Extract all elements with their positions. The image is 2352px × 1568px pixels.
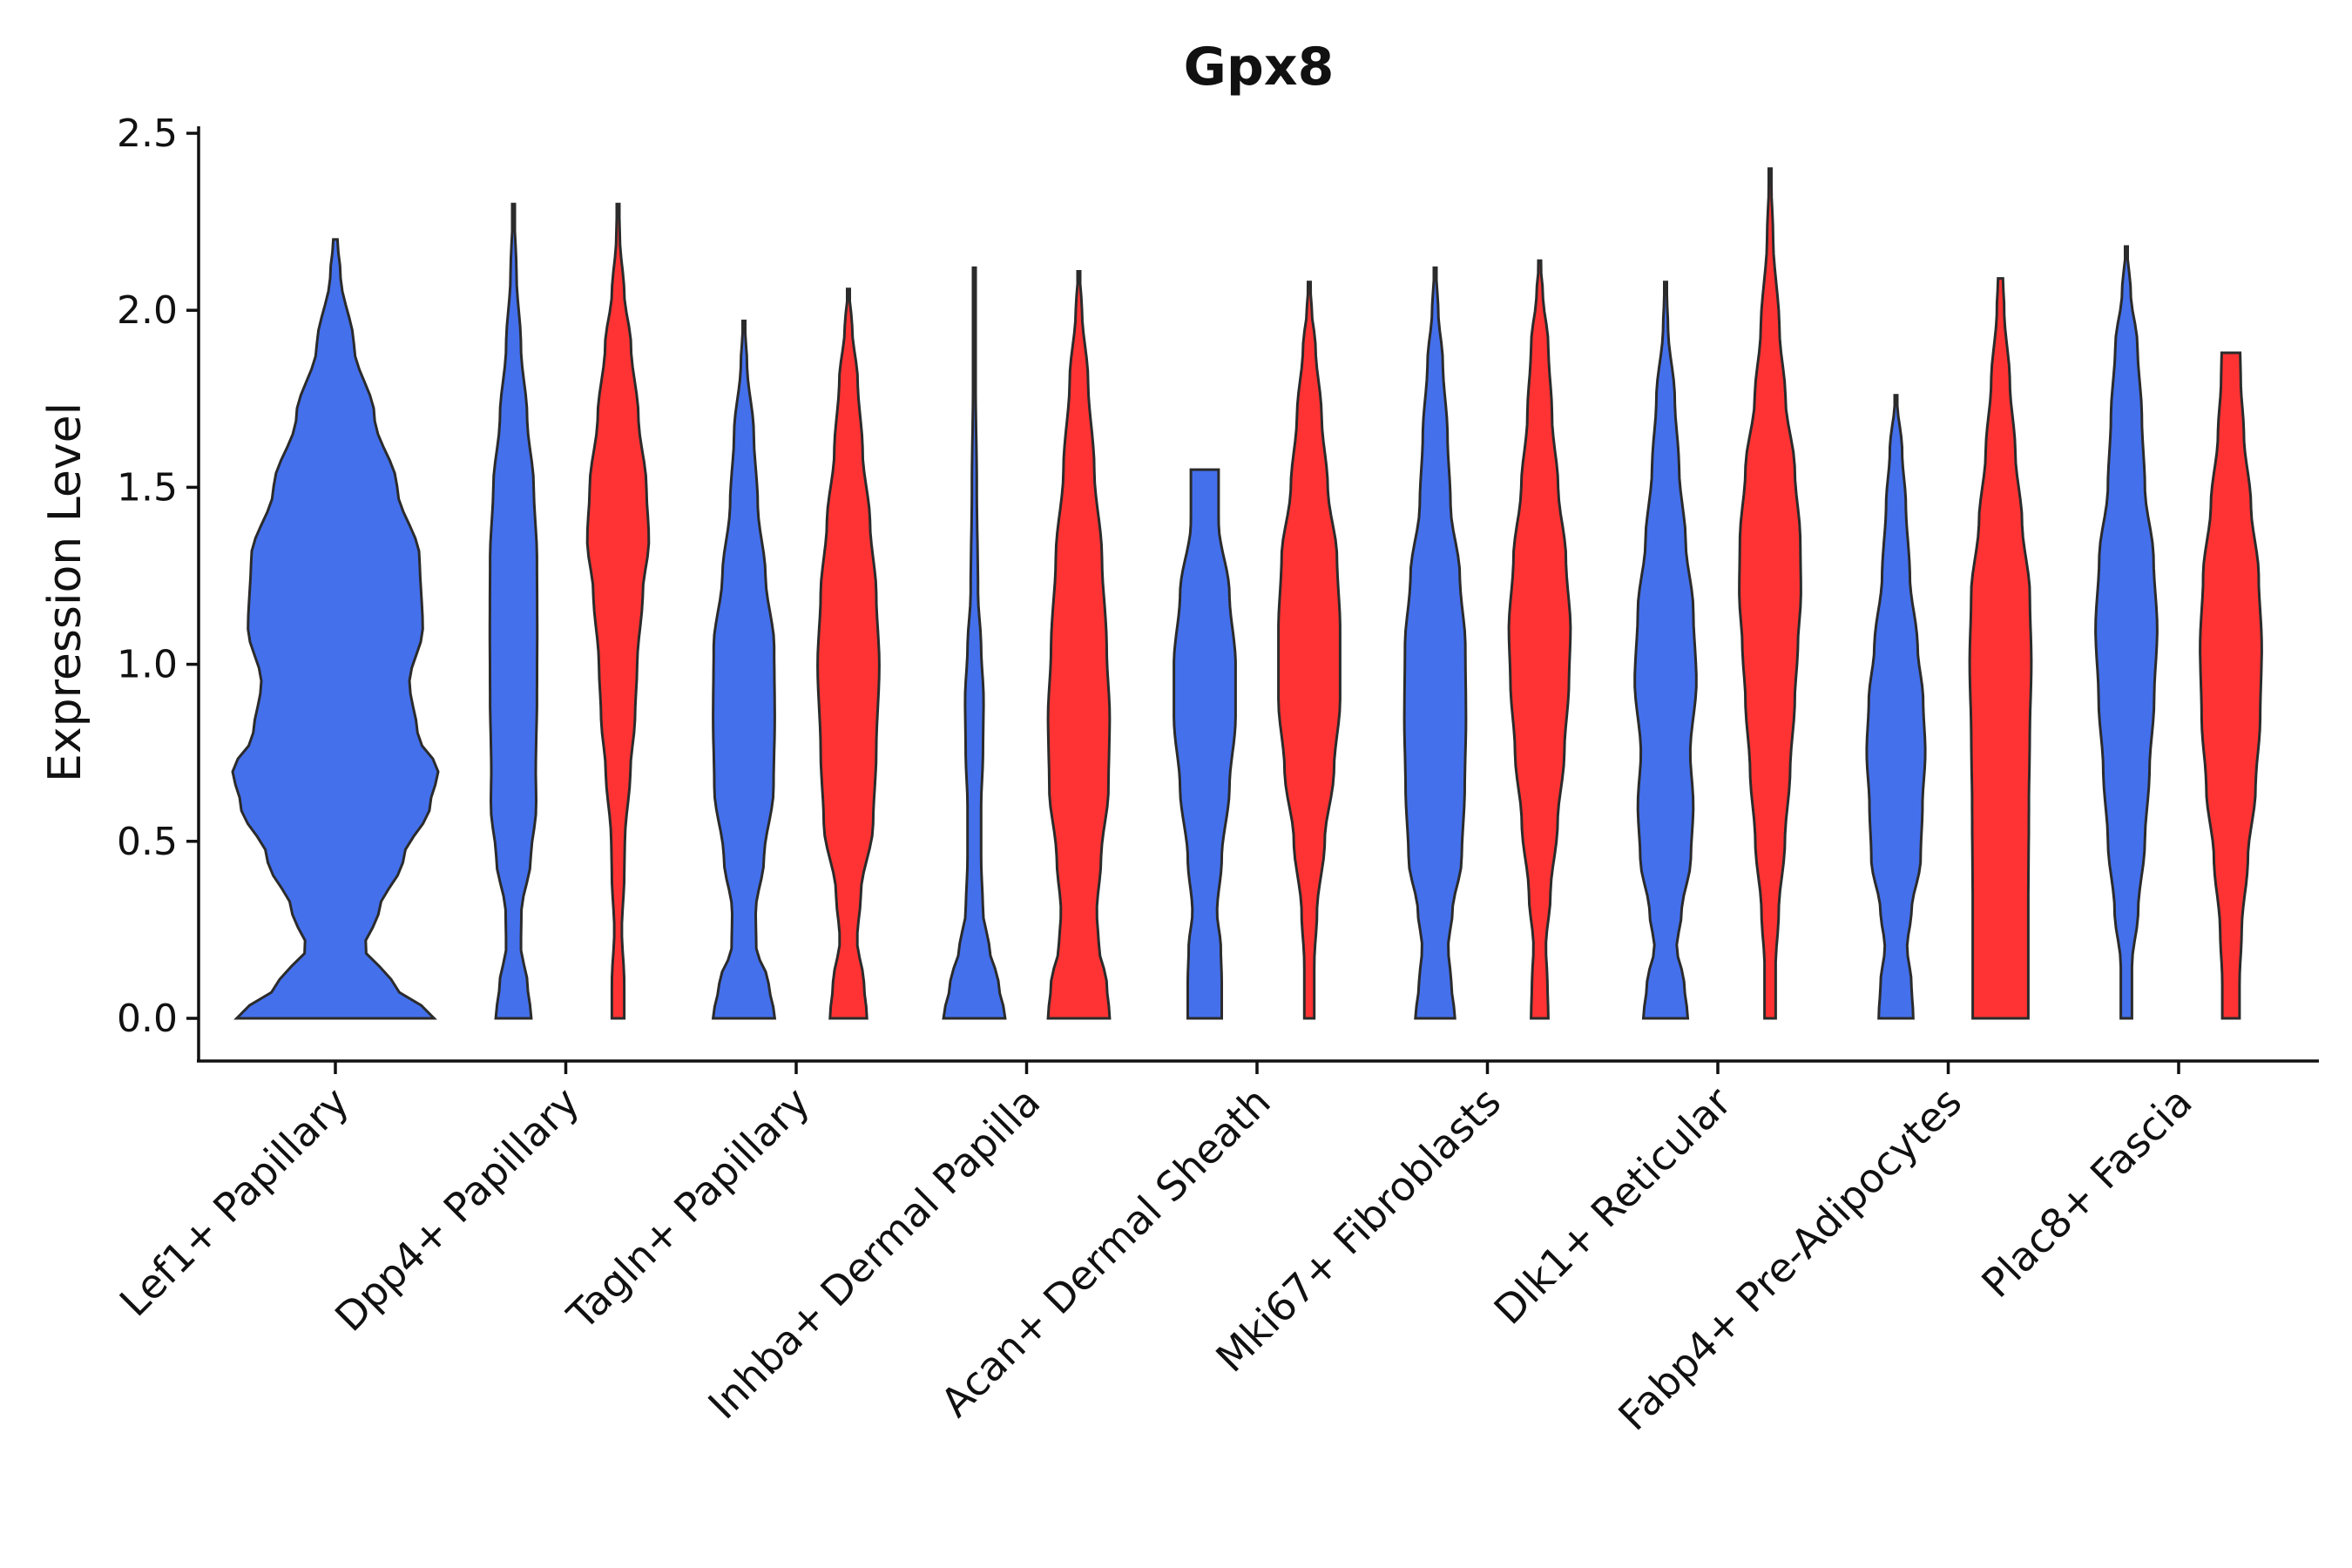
y-ticks: 0.0 0.5 1.0 1.5 2.0 2.5 — [117, 112, 199, 1041]
violin-red-4 — [1277, 280, 1342, 1020]
violin-blue-3 — [942, 266, 1007, 1020]
violin-red-8 — [2199, 351, 2263, 1020]
violin-red-7 — [1968, 277, 2033, 1020]
violin-blue-0 — [231, 238, 440, 1020]
y-tick-label: 2.0 — [117, 288, 178, 333]
y-tick-label: 1.5 — [117, 465, 178, 510]
violin-red-3 — [1046, 270, 1112, 1020]
violin-blue-2 — [711, 319, 777, 1020]
violin-blue-7 — [1865, 394, 1927, 1020]
violin-blue-4 — [1173, 468, 1237, 1020]
violin-blue-8 — [2094, 245, 2159, 1020]
violins-layer — [231, 167, 2263, 1020]
y-tick-label: 0.0 — [117, 997, 178, 1041]
violin-blue-6 — [1633, 280, 1698, 1020]
y-tick-label: 0.5 — [117, 820, 178, 864]
violin-blue-5 — [1402, 266, 1468, 1020]
violin-red-1 — [585, 202, 651, 1020]
violin-red-6 — [1738, 167, 1802, 1020]
violin-red-5 — [1507, 259, 1572, 1020]
x-category-label: Dpp4+ Papillary — [326, 1078, 588, 1341]
chart-title: Gpx8 — [1184, 37, 1335, 98]
x-category-label: Lef1+ Papillary — [111, 1078, 358, 1326]
y-axis-label: Expression Level — [39, 402, 91, 782]
x-category-label: Dlk1+ Reticular — [1485, 1078, 1740, 1334]
violin-blue-1 — [488, 202, 539, 1020]
y-tick-label: 2.5 — [117, 112, 178, 156]
y-tick-label: 1.0 — [117, 643, 178, 687]
x-category-label: Plac8+ Fascia — [1972, 1078, 2200, 1307]
violin-red-2 — [816, 287, 881, 1020]
x-category-label: Tagln+ Papillary — [558, 1078, 819, 1340]
